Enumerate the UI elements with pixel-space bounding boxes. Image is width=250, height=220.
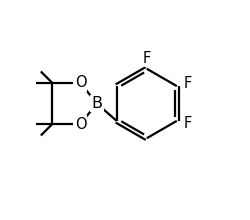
Text: B: B — [91, 96, 102, 111]
Text: O: O — [75, 75, 86, 90]
Text: F: F — [142, 51, 151, 66]
Text: O: O — [75, 117, 86, 132]
Text: F: F — [184, 76, 192, 92]
Text: F: F — [184, 116, 192, 130]
